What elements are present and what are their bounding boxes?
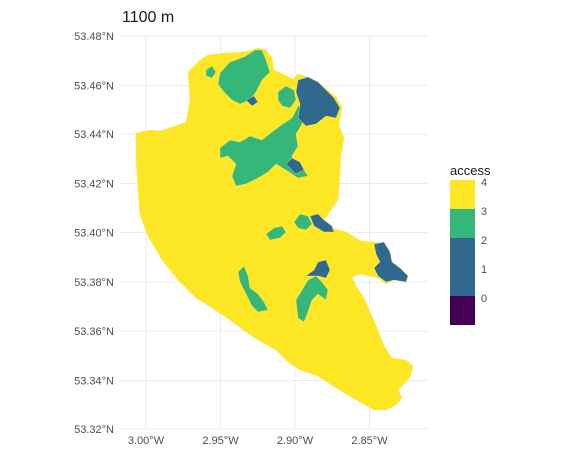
y-tick-label: 53.42°N xyxy=(74,179,114,191)
legend-title: access xyxy=(450,163,491,178)
legend-swatch-2 xyxy=(450,238,475,267)
legend-label: 2 xyxy=(481,235,487,247)
legend-swatch-1 xyxy=(450,267,475,296)
region-access-2-far-east xyxy=(373,241,409,283)
legend-label: 0 xyxy=(481,293,487,305)
y-tick-label: 53.32°N xyxy=(74,424,114,436)
region-access-3-mid-east xyxy=(265,225,287,241)
region-access-2-north-small xyxy=(245,95,259,107)
y-tick-label: 53.34°N xyxy=(74,376,114,388)
region-access-2-south xyxy=(305,259,331,279)
y-tick-label: 53.48°N xyxy=(74,31,114,43)
region-access-3-south-west xyxy=(237,265,269,313)
region-access-2-east xyxy=(309,213,335,233)
region-access-3-mid-east-2 xyxy=(293,213,313,231)
map-title: 1100 m xyxy=(122,9,174,26)
region-access-3-north-small xyxy=(205,65,217,79)
y-axis-labels: 53.48°N 53.46°N 53.44°N 53.42°N 53.40°N … xyxy=(74,31,114,436)
y-tick-label: 53.44°N xyxy=(74,129,114,141)
y-tick-label: 53.46°N xyxy=(74,81,114,93)
region-access-3-north-east xyxy=(277,85,297,109)
legend-swatch-4 xyxy=(450,180,475,209)
legend-label: 3 xyxy=(481,206,487,218)
region-access-2-centre xyxy=(285,157,305,175)
legend-label: 1 xyxy=(481,264,487,276)
region-access-3-north xyxy=(217,49,271,105)
legend-label: 4 xyxy=(481,177,487,189)
x-axis-labels: 3.00°W 2.95°W 2.90°W 2.85°W xyxy=(128,435,388,447)
region-access-2-north-east xyxy=(295,76,341,127)
y-tick-label: 53.36°N xyxy=(74,326,114,338)
region-access-3-south-centre xyxy=(295,275,329,323)
x-tick-label: 2.85°W xyxy=(351,435,388,447)
y-tick-label: 53.38°N xyxy=(74,277,114,289)
x-tick-label: 3.00°W xyxy=(128,435,165,447)
legend-swatch-3 xyxy=(450,209,475,238)
legend: access 4 3 2 1 0 xyxy=(450,163,491,325)
x-tick-label: 2.90°W xyxy=(277,435,314,447)
legend-swatch-0 xyxy=(450,296,475,325)
x-tick-label: 2.95°W xyxy=(202,435,239,447)
y-tick-label: 53.40°N xyxy=(74,228,114,240)
